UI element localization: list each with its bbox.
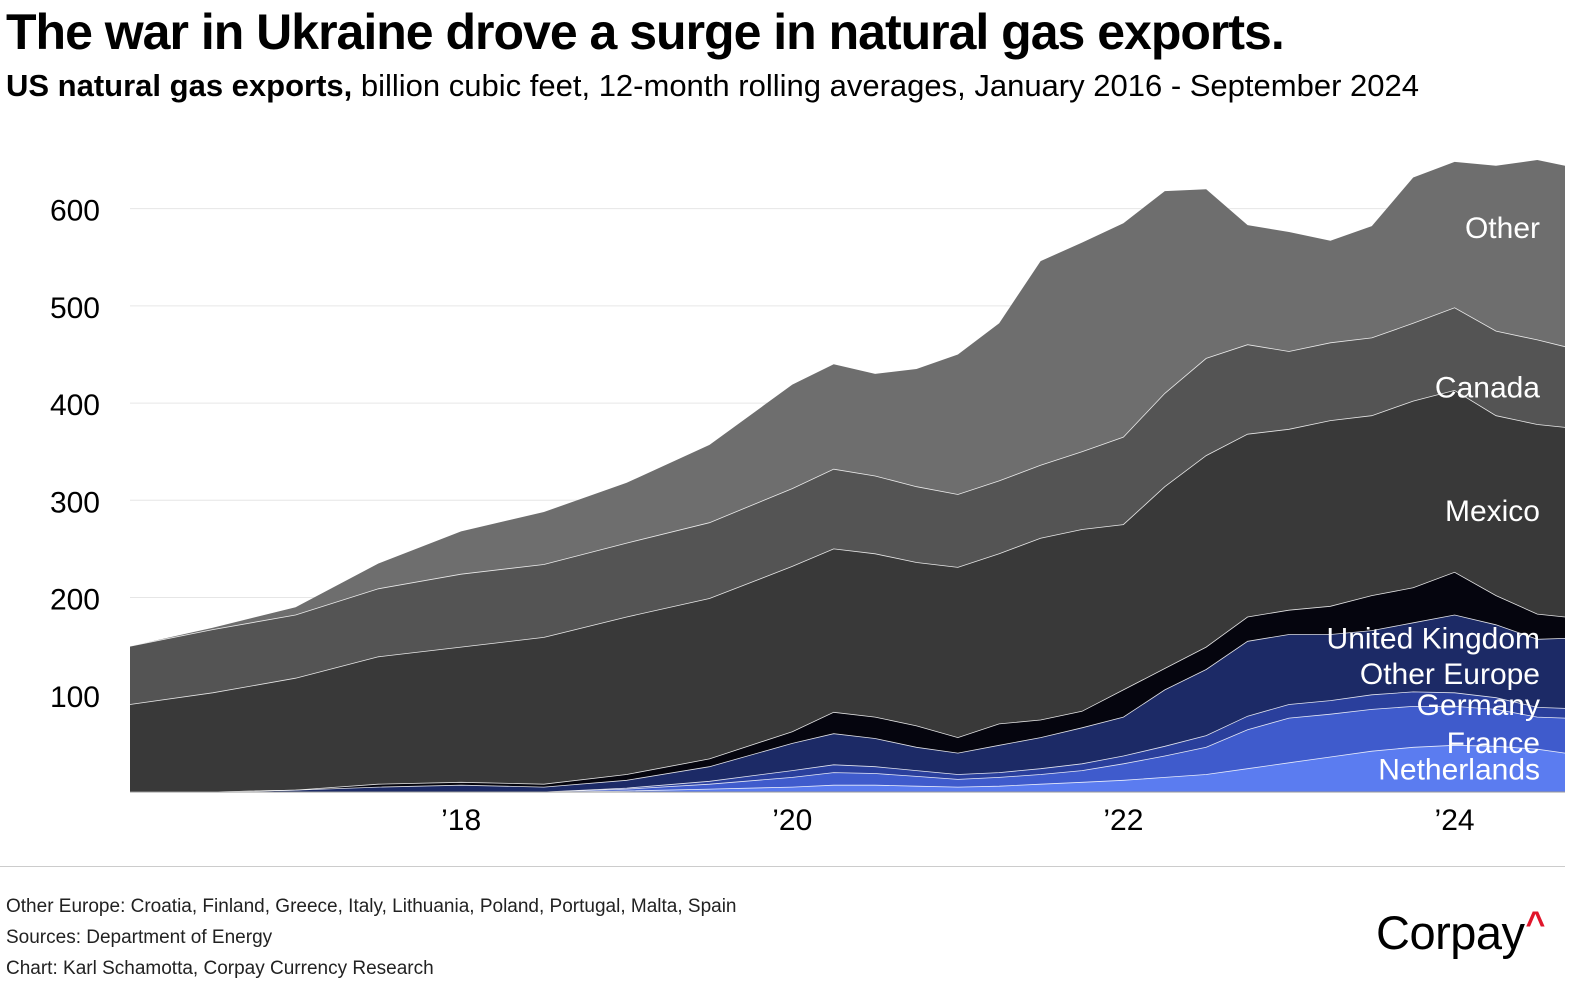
y-tick-label: 300 bbox=[50, 486, 100, 519]
x-tick-label: ’20 bbox=[772, 804, 812, 837]
series-label-other-europe: Other Europe bbox=[1360, 658, 1540, 691]
y-tick-label: 600 bbox=[50, 195, 100, 228]
area-france bbox=[130, 706, 1565, 792]
area-mexico bbox=[130, 390, 1565, 792]
x-tick-label: ’18 bbox=[441, 804, 481, 837]
chart-subtitle: US natural gas exports, billion cubic fe… bbox=[6, 66, 1419, 106]
logo-wordmark: Corpay bbox=[1376, 906, 1525, 959]
subtitle-rest: billion cubic feet, 12-month rolling ave… bbox=[352, 68, 1419, 103]
area-other-europe bbox=[130, 615, 1565, 792]
series-label-germany: Germany bbox=[1417, 689, 1540, 722]
x-tick-label: ’24 bbox=[1435, 804, 1475, 837]
area-germany bbox=[130, 691, 1565, 792]
boundary-other-europe bbox=[130, 614, 1566, 793]
footnote-sources: Sources: Department of Energy bbox=[6, 927, 273, 948]
footnote-other-europe: Other Europe: Croatia, Finland, Greece, … bbox=[6, 896, 737, 917]
logo-caret-icon: ^ bbox=[1525, 905, 1546, 943]
area-netherlands bbox=[130, 745, 1565, 792]
boundary-united-kingdom bbox=[130, 571, 1566, 793]
area-canada bbox=[130, 307, 1565, 705]
axes: 100 200 300 400 500 600 ’18 ’20 ’22 ’24 bbox=[50, 195, 1565, 837]
footer-divider bbox=[0, 866, 1565, 867]
y-tick-label: 200 bbox=[50, 584, 100, 617]
stacked-area-chart: 100 200 300 400 500 600 ’18 ’20 ’22 ’24 Netherlan… bbox=[50, 160, 1566, 837]
y-tick-label: 500 bbox=[50, 292, 100, 325]
y-tick-label: 100 bbox=[50, 681, 100, 714]
footnote-credit: Chart: Karl Schamotta, Corpay Currency R… bbox=[6, 958, 434, 979]
chart-title: The war in Ukraine drove a surge in natu… bbox=[6, 4, 1285, 60]
series-label-canada: Canada bbox=[1435, 371, 1540, 404]
series-label-mexico: Mexico bbox=[1445, 495, 1540, 528]
area-other bbox=[130, 160, 1565, 647]
series-label-netherlands: Netherlands bbox=[1378, 754, 1540, 787]
y-tick-label: 400 bbox=[50, 389, 100, 422]
series-label-united-kingdom: United Kingdom bbox=[1327, 623, 1540, 656]
boundary-mexico bbox=[129, 389, 1566, 705]
area-united-kingdom bbox=[130, 572, 1565, 792]
series-label-other: Other bbox=[1465, 212, 1540, 245]
corpay-logo: Corpay^ bbox=[1376, 905, 1545, 960]
area-series bbox=[129, 160, 1566, 793]
subtitle-bold: US natural gas exports, bbox=[6, 68, 353, 103]
series-label-france: France bbox=[1447, 727, 1540, 760]
x-tick-label: ’22 bbox=[1103, 804, 1143, 837]
boundary-canada bbox=[129, 307, 1566, 647]
